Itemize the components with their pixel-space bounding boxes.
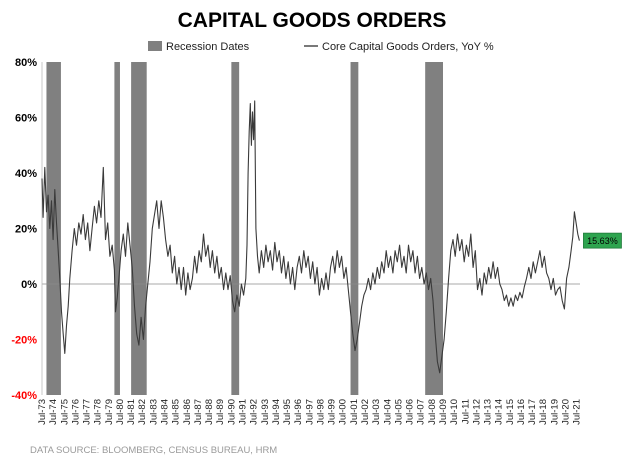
- recession-band-5: [350, 62, 359, 395]
- x-tick-label: Jul-83: [148, 399, 159, 425]
- chart-title: CAPITAL GOODS ORDERS: [178, 9, 447, 32]
- x-tick-label: Jul-75: [59, 399, 70, 425]
- x-tick-label: Jul-91: [237, 399, 248, 425]
- x-tick-label: Jul-17: [527, 399, 538, 425]
- x-tick-label: Jul-06: [405, 399, 416, 425]
- x-tick-label: Jul-09: [438, 399, 449, 425]
- y-tick-label: 60%: [15, 113, 37, 125]
- x-tick-label: Jul-88: [204, 399, 215, 425]
- legend: Recession Dates Core Capital Goods Order…: [148, 41, 494, 53]
- x-tick-label: Jul-98: [315, 399, 326, 425]
- x-tick-label: Jul-03: [371, 399, 382, 425]
- x-tick-label: Jul-00: [338, 399, 349, 425]
- y-tick-label: -40%: [11, 390, 37, 402]
- x-tick-label: Jul-13: [483, 399, 494, 425]
- x-tick-label: Jul-82: [137, 399, 148, 425]
- x-tick-label: Jul-07: [416, 399, 427, 425]
- x-tick-label: Jul-05: [393, 399, 404, 425]
- recession-bands: [46, 62, 443, 395]
- x-tick-label: Jul-84: [160, 399, 171, 425]
- y-axis-ticks: 80% 60% 40% 20% 0% -20% -40%: [11, 57, 37, 402]
- x-tick-label: Jul-04: [382, 399, 393, 425]
- y-tick-label: 20%: [15, 224, 37, 236]
- recession-band-2: [114, 62, 120, 395]
- x-tick-label: Jul-95: [282, 399, 293, 425]
- x-tick-label: Jul-96: [293, 399, 304, 425]
- x-tick-label: Jul-87: [193, 399, 204, 425]
- x-tick-label: Jul-86: [182, 399, 193, 425]
- x-tick-label: Jul-79: [104, 399, 115, 425]
- x-tick-label: Jul-14: [494, 399, 505, 425]
- x-tick-label: Jul-16: [516, 399, 527, 425]
- x-tick-label: Jul-92: [249, 399, 260, 425]
- x-tick-label: Jul-81: [126, 399, 137, 425]
- x-tick-label: Jul-08: [427, 399, 438, 425]
- y-tick-label: 0%: [21, 279, 37, 291]
- x-tick-label: Jul-99: [327, 399, 338, 425]
- last-value-callout: 15.63%: [583, 232, 622, 249]
- x-tick-label: Jul-19: [549, 399, 560, 425]
- y-tick-label: 80%: [15, 57, 37, 69]
- x-tick-label: Jul-93: [260, 399, 271, 425]
- x-tick-label: Jul-15: [505, 399, 516, 425]
- last-value-box: [583, 232, 622, 249]
- x-tick-label: Jul-11: [460, 399, 471, 424]
- x-tick-label: Jul-77: [82, 399, 93, 425]
- x-tick-label: Jul-89: [215, 399, 226, 425]
- recession-band-4: [231, 62, 240, 395]
- x-tick-label: Jul-18: [538, 399, 549, 425]
- x-axis-ticks: Jul-73 Jul-74 Jul-75 Jul-76 Jul-77 Jul-78 Jul-…: [37, 399, 583, 425]
- y-tick-label: -20%: [11, 335, 37, 347]
- legend-label-orders: Core Capital Goods Orders, YoY %: [322, 41, 494, 53]
- y-tick-label: 40%: [15, 168, 37, 180]
- x-tick-label: Jul-10: [449, 399, 460, 425]
- x-tick-label: Jul-85: [171, 399, 182, 425]
- last-value-label: 15.63%: [587, 236, 618, 246]
- x-tick-label: Jul-90: [226, 399, 237, 425]
- x-tick-label: Jul-74: [48, 399, 59, 425]
- x-tick-label: Jul-76: [70, 399, 81, 425]
- x-tick-label: Jul-01: [349, 399, 360, 425]
- x-tick-label: Jul-80: [115, 399, 126, 425]
- x-tick-label: Jul-78: [93, 399, 104, 425]
- x-tick-label: Jul-21: [572, 399, 583, 425]
- x-tick-label: Jul-12: [471, 399, 482, 425]
- x-tick-label: Jul-94: [271, 399, 282, 425]
- x-tick-label: Jul-02: [360, 399, 371, 425]
- x-tick-label: Jul-20: [561, 399, 572, 425]
- legend-label-recession: Recession Dates: [166, 41, 250, 53]
- x-tick-label: Jul-73: [37, 399, 48, 425]
- series-line-core-capital-goods-orders: [41, 100, 580, 374]
- legend-swatch-recession: [148, 41, 162, 51]
- recession-band-6: [425, 62, 443, 395]
- x-tick-label: Jul-97: [304, 399, 315, 425]
- data-source-note: DATA SOURCE: BLOOMBERG, CENSUS BUREAU, H…: [30, 445, 277, 456]
